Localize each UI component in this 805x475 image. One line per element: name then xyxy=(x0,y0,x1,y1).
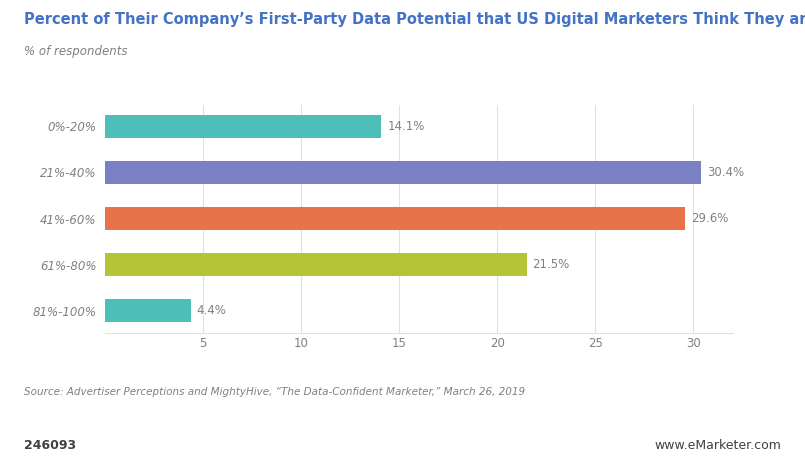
Bar xyxy=(105,253,526,276)
Bar xyxy=(105,207,686,230)
Text: Source: Advertiser Perceptions and MightyHive, “The Data-Confident Marketer,” Ma: Source: Advertiser Perceptions and Might… xyxy=(24,387,526,397)
Text: 246093: 246093 xyxy=(24,439,76,452)
Text: % of respondents: % of respondents xyxy=(24,45,128,58)
Bar xyxy=(105,115,382,138)
Bar xyxy=(105,299,191,322)
Text: 21.5%: 21.5% xyxy=(532,258,570,271)
Text: 14.1%: 14.1% xyxy=(387,120,424,133)
Text: 4.4%: 4.4% xyxy=(197,304,227,317)
Text: 29.6%: 29.6% xyxy=(691,212,729,225)
Text: www.eMarketer.com: www.eMarketer.com xyxy=(654,439,781,452)
Text: 30.4%: 30.4% xyxy=(707,166,744,179)
Bar xyxy=(105,161,701,184)
Text: Percent of Their Company’s First-Party Data Potential that US Digital Marketers : Percent of Their Company’s First-Party D… xyxy=(24,12,805,27)
